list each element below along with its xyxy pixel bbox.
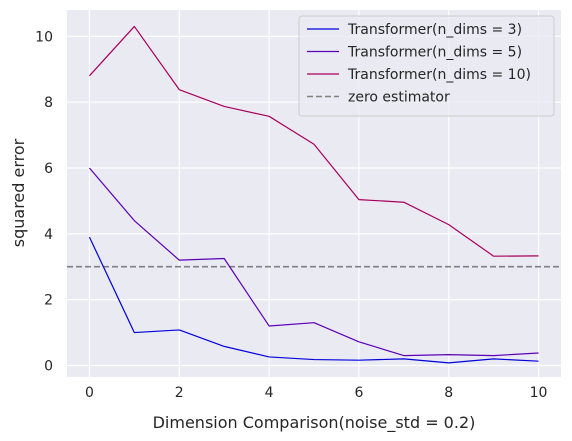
series-lines: [88, 25, 539, 364]
y-axis-label: squared error: [9, 138, 28, 247]
y-tick-label: 8: [44, 95, 53, 111]
y-tick-label: 10: [35, 29, 53, 45]
x-tick-label: 0: [85, 385, 94, 401]
y-tick-label: 4: [44, 227, 53, 243]
y-tick-label: 6: [44, 161, 53, 177]
x-tick-label: 8: [444, 385, 453, 401]
y-tick-label: 0: [44, 358, 53, 374]
y-tick-label: 2: [44, 293, 53, 309]
x-tick-label: 10: [530, 385, 548, 401]
x-tick-label: 6: [354, 385, 363, 401]
series-line-2: [88, 167, 539, 357]
series-line-1: [88, 236, 539, 364]
legend-entry-label: Transformer(n_dims = 10): [347, 67, 531, 83]
x-axis-label: Dimension Comparison(noise_std = 0.2): [153, 413, 476, 433]
legend-entry-label: Transformer(n_dims = 5): [347, 45, 522, 61]
x-tick-labels: 0 2 4 6 8 10: [85, 385, 547, 401]
series-line-3: [89, 25, 539, 257]
legend-box: [298, 15, 555, 117]
legend-entry-label: zero estimator: [348, 90, 450, 106]
legend: Transformer(n_dims = 3) Transformer(n_dim…: [298, 15, 555, 117]
x-tick-label: 2: [175, 385, 184, 401]
x-tick-label: 4: [265, 385, 274, 401]
y-tick-labels: 0 2 4 6 8 10: [35, 29, 53, 374]
legend-entry-label: Transformer(n_dims = 3): [347, 22, 522, 38]
